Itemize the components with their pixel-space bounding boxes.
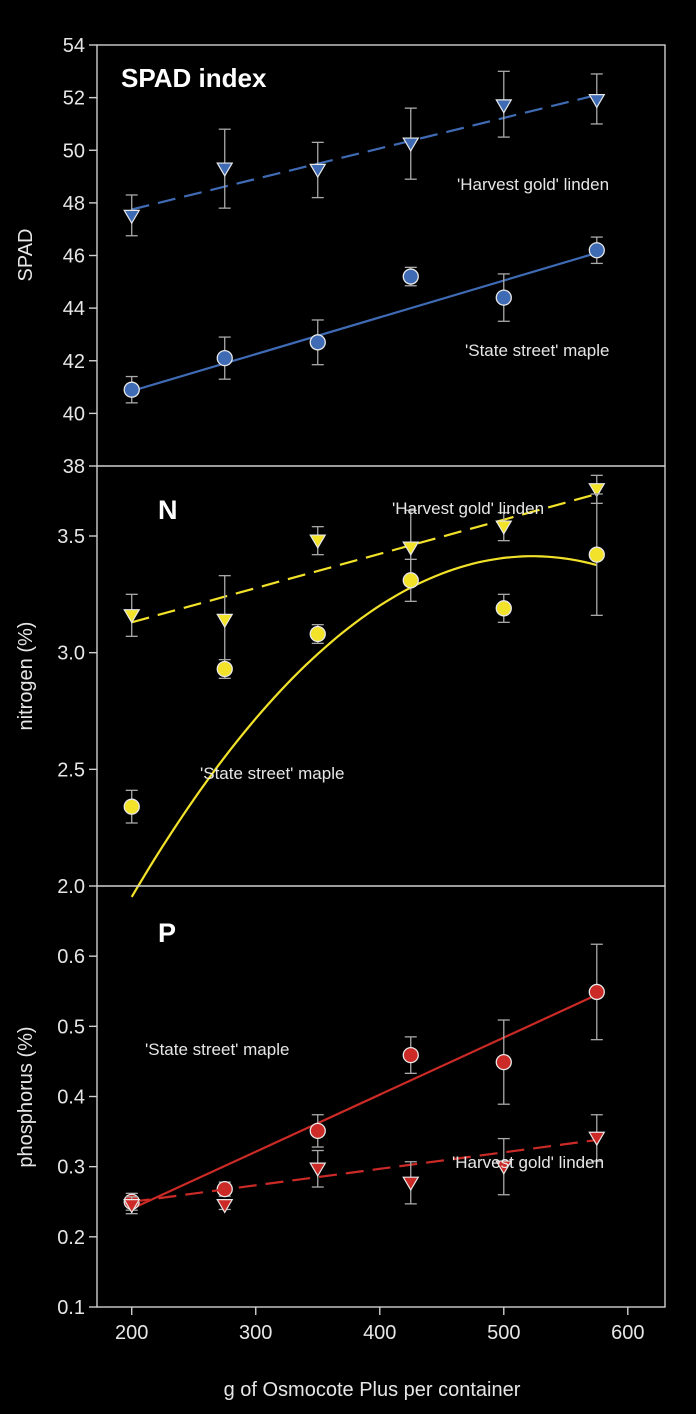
data-point — [216, 162, 234, 177]
fit-line — [130, 555, 598, 898]
y-tick-label: 0.3 — [57, 1157, 85, 1179]
series-label: 'State street' maple — [145, 1040, 289, 1059]
y-tick-label: 3.0 — [57, 643, 85, 665]
x-tick-label: 600 — [611, 1322, 644, 1344]
series-maple: 'State street' maple — [123, 236, 609, 404]
data-point — [588, 983, 605, 1001]
x-axis-title: g of Osmocote Plus per container — [224, 1379, 521, 1401]
y-tick-label: 48 — [63, 193, 85, 215]
data-point — [123, 209, 141, 225]
series-linden: 'Harvest gold' linden — [123, 1114, 606, 1215]
y-tick-label: 54 — [63, 35, 85, 57]
y-tick-label: 38 — [63, 456, 85, 478]
data-point — [402, 137, 420, 152]
series-label: 'State street' maple — [465, 341, 609, 360]
fit-line — [131, 251, 598, 393]
y-tick-label: 0.1 — [57, 1297, 85, 1319]
plot-frame — [96, 44, 666, 1308]
series-maple: 'State street' maple — [123, 493, 605, 898]
series-label: 'Harvest gold' linden — [392, 499, 544, 518]
series-label: 'Harvest gold' linden — [457, 175, 609, 194]
chart-panels-layer: 38 40 42 44 46 48 50 52 54 SPAD SPAD index 'Harvest… — [15, 35, 665, 1319]
data-point — [123, 798, 140, 815]
series-linden: 'Harvest gold' linden — [123, 70, 609, 237]
panel-0: 38 40 42 44 46 48 50 52 54 SPAD SPAD index 'Harvest… — [15, 35, 609, 478]
data-point — [216, 613, 234, 629]
data-point — [402, 1046, 419, 1064]
data-point — [588, 1131, 606, 1147]
panel-title: SPAD index — [121, 63, 267, 93]
y-tick-label: 3.5 — [57, 526, 85, 548]
data-point — [123, 1199, 141, 1214]
y-tick-label: 2.5 — [57, 759, 85, 781]
data-point — [123, 609, 141, 624]
data-point — [402, 541, 420, 556]
y-tick-label: 2.0 — [57, 876, 85, 898]
data-point — [495, 289, 512, 306]
data-point — [216, 1199, 234, 1214]
data-point — [216, 660, 233, 678]
panel-2: 0.1 0.2 0.3 0.4 0.5 0.6 phosphorus (%) P 'State … — [15, 885, 665, 1319]
y-tick-label: 52 — [63, 88, 85, 110]
series-label: 'State street' maple — [200, 764, 344, 783]
data-point — [402, 1176, 420, 1192]
data-point — [309, 334, 326, 351]
y-tick-label: 0.2 — [57, 1227, 85, 1249]
data-point — [495, 520, 513, 535]
data-point — [495, 600, 512, 617]
y-axis-title: phosphorus (%) — [15, 1026, 37, 1167]
data-point — [309, 534, 327, 549]
data-point — [216, 349, 233, 367]
fit-line — [131, 1138, 597, 1203]
data-point — [495, 1053, 512, 1071]
data-point — [402, 268, 419, 285]
series-label: 'Harvest gold' linden — [452, 1153, 604, 1172]
y-tick-label: 0.5 — [57, 1016, 85, 1038]
y-tick-label: 44 — [63, 298, 85, 320]
x-tick-label: 500 — [487, 1322, 520, 1344]
data-point — [588, 242, 605, 259]
series-linden: 'Harvest gold' linden — [123, 474, 606, 665]
y-axis-title: nitrogen (%) — [15, 622, 37, 731]
y-tick-label: 42 — [63, 351, 85, 373]
x-tick-label: 200 — [115, 1322, 148, 1344]
panel-title: N — [158, 495, 178, 525]
y-axis-title: SPAD — [15, 229, 37, 282]
y-tick-label: 50 — [63, 140, 85, 162]
data-point — [123, 381, 140, 398]
series-maple: 'State street' maple — [123, 943, 605, 1211]
data-point — [588, 483, 606, 498]
y-tick-label: 46 — [63, 246, 85, 268]
data-point — [495, 1160, 513, 1175]
data-point — [309, 625, 326, 643]
panel-title: P — [158, 918, 176, 948]
data-point — [309, 1162, 327, 1178]
y-tick-label: 40 — [63, 403, 85, 425]
fit-line — [131, 993, 598, 1210]
y-tick-label: 0.4 — [57, 1087, 85, 1109]
data-point — [588, 546, 605, 563]
chart-frame-layer: 200 300 400 500 600 — [96, 44, 666, 1344]
y-tick-label: 0.6 — [57, 946, 85, 968]
x-tick-label: 400 — [363, 1322, 396, 1344]
x-tick-label: 300 — [239, 1322, 272, 1344]
data-point — [588, 94, 606, 109]
data-point — [309, 163, 327, 179]
panel-1: 2.0 2.5 3.0 3.5 nitrogen (%) N 'Harvest gold' … — [15, 465, 665, 898]
data-point — [402, 572, 419, 589]
data-point — [309, 1122, 326, 1140]
data-point — [495, 99, 513, 114]
